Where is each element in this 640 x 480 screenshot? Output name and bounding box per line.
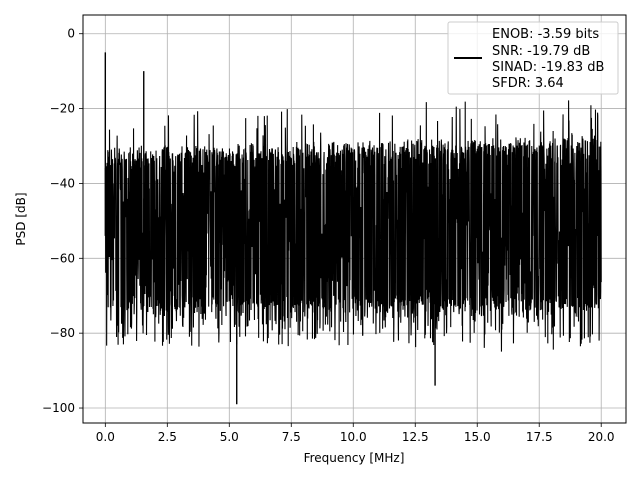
x-tick-label: 12.5 — [402, 430, 429, 444]
legend-line-sinad: SINAD: -19.83 dB — [492, 60, 604, 75]
y-tick-label: 0 — [67, 27, 75, 41]
y-axis-label: PSD [dB] — [14, 192, 28, 245]
x-tick-label: 7.5 — [282, 430, 301, 444]
y-axis-ticks: 0 −20 −40 −60 −80 −100 — [42, 27, 83, 415]
psd-trace-path — [104, 100, 602, 352]
legend-line-enob: ENOB: -3.59 bits — [492, 27, 599, 42]
y-tick-label: −100 — [42, 401, 75, 415]
psd-series-trace — [104, 52, 602, 405]
x-axis-ticks: 0.0 2.5 5.0 7.5 10.0 12.5 15.0 17.5 20.0 — [96, 423, 615, 444]
legend-box — [447, 21, 619, 95]
x-tick-label: 15.0 — [464, 430, 491, 444]
y-tick-label: −80 — [50, 326, 75, 340]
legend-line-sfdr: SFDR: 3.64 — [492, 76, 564, 91]
x-tick-label: 2.5 — [158, 430, 177, 444]
legend: ENOB: -3.59 bits SNR: -19.79 dB SINAD: -… — [447, 21, 619, 95]
y-tick-label: −20 — [50, 102, 75, 116]
legend-line-snr: SNR: -19.79 dB — [492, 44, 590, 59]
x-tick-label: 5.0 — [220, 430, 239, 444]
plot-area-frame — [82, 14, 627, 424]
x-axis-label: Frequency [MHz] — [304, 451, 405, 465]
y-tick-label: −60 — [50, 251, 75, 265]
y-tick-label: −40 — [50, 176, 75, 190]
x-tick-label: 10.0 — [340, 430, 367, 444]
x-tick-label: 0.0 — [96, 430, 115, 444]
x-tick-label: 20.0 — [588, 430, 615, 444]
x-tick-label: 17.5 — [526, 430, 553, 444]
